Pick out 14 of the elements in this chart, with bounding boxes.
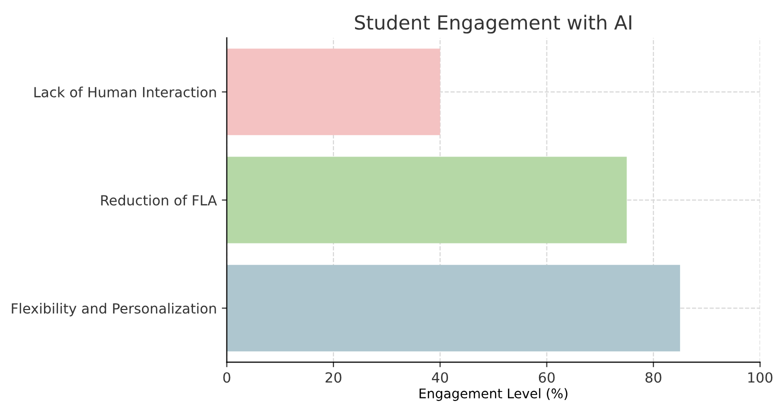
x-tick-label: 100 bbox=[748, 372, 772, 383]
y-tick-label: Reduction of FLA bbox=[101, 194, 217, 206]
bar bbox=[226, 264, 680, 352]
x-axis-title: Engagement Level (%) bbox=[420, 388, 568, 401]
x-tick-label: 80 bbox=[646, 372, 662, 383]
x-tick-label: 40 bbox=[432, 372, 448, 383]
bar bbox=[226, 48, 440, 136]
x-tick-label: 60 bbox=[538, 372, 555, 383]
bar bbox=[226, 156, 627, 244]
y-tick-label: Lack of Human Interaction bbox=[34, 86, 216, 98]
chart-title: Student Engagement with AI bbox=[355, 14, 632, 34]
x-tick-label: 0 bbox=[223, 372, 230, 383]
x-tick-label: 20 bbox=[326, 372, 342, 383]
y-tick-label: Flexibility and Personalization bbox=[12, 302, 216, 316]
